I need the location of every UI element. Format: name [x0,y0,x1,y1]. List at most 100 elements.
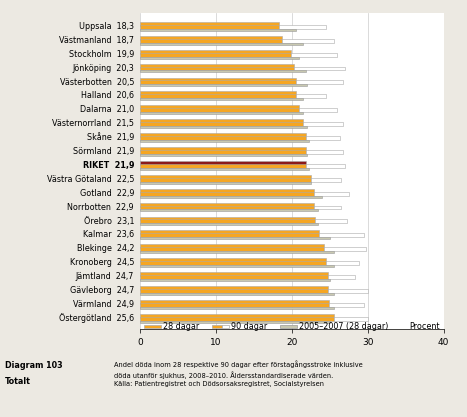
Bar [140,300,329,304]
Bar [140,321,330,323]
FancyBboxPatch shape [212,325,222,328]
Text: Västmanland  18,7: Västmanland 18,7 [59,36,134,45]
Text: Kronoberg  24,5: Kronoberg 24,5 [70,258,134,267]
Bar [140,164,306,168]
Bar [140,286,327,290]
Bar [314,206,341,209]
Bar [140,189,314,193]
Bar [140,244,324,248]
Bar [140,25,279,29]
Bar [306,150,344,154]
Bar [326,261,359,265]
Bar [140,53,291,57]
Text: Västra Götaland  22,5: Västra Götaland 22,5 [47,175,134,184]
Bar [140,56,299,58]
Bar [303,122,343,126]
Text: Jämtland  24,7: Jämtland 24,7 [76,272,134,281]
Bar [140,154,307,156]
FancyBboxPatch shape [281,325,297,328]
Bar [140,192,314,196]
Text: Uppsala  18,3: Uppsala 18,3 [79,22,134,31]
Text: Östergötland  25,6: Östergötland 25,6 [59,313,134,323]
Bar [140,182,311,183]
Bar [140,293,333,295]
Bar [140,67,294,70]
Bar [282,39,333,43]
Bar [329,303,364,307]
Bar [140,78,296,81]
Bar [140,133,306,137]
Bar [140,161,306,165]
Bar [291,53,337,57]
Bar [306,164,345,168]
Bar [140,98,303,100]
Bar [140,219,315,224]
Bar [140,231,319,234]
Bar [140,247,324,251]
Bar [319,234,364,237]
Bar [140,209,318,211]
Text: Diagram 103: Diagram 103 [5,361,62,370]
Bar [140,272,327,276]
Bar [140,126,307,128]
Text: Norrbotten  22,9: Norrbotten 22,9 [67,203,134,211]
Text: Skåne  21,9: Skåne 21,9 [87,133,134,142]
Bar [140,251,333,253]
Text: Procent: Procent [410,322,440,331]
Bar [294,67,345,70]
Text: Andel döda inom 28 respektive 90 dagar efter förstagångsstroke inklusive
döda ut: Andel döda inom 28 respektive 90 dagar e… [114,361,363,387]
Bar [140,43,303,45]
Bar [140,224,318,226]
Bar [315,219,347,224]
Bar [140,317,334,321]
Bar [140,307,333,309]
Bar [140,64,294,68]
Text: Jönköping  20,3: Jönköping 20,3 [72,64,134,73]
Bar [140,237,330,239]
Bar [140,203,314,206]
Text: Sörmland  21,9: Sörmland 21,9 [73,147,134,156]
Bar [140,150,306,154]
Bar [140,279,330,281]
Bar [327,275,355,279]
Text: Kalmar  23,6: Kalmar 23,6 [83,231,134,239]
Text: RIKET  21,9: RIKET 21,9 [83,161,134,170]
Bar [140,175,311,179]
Bar [306,136,340,140]
Bar [140,136,306,140]
Bar [140,303,329,307]
Text: Gävleborg  24,7: Gävleborg 24,7 [70,286,134,295]
Bar [140,36,282,40]
Bar [311,178,341,182]
FancyBboxPatch shape [144,325,161,328]
Bar [297,94,326,98]
FancyBboxPatch shape [222,325,229,328]
Bar [140,29,296,31]
Text: Örebro  23,1: Örebro 23,1 [84,216,134,226]
Bar [279,25,326,29]
Bar [140,84,307,86]
Bar [140,70,305,73]
Text: Gotland  22,9: Gotland 22,9 [79,189,134,198]
Bar [140,112,303,114]
Bar [140,258,326,262]
Bar [140,178,311,182]
Bar [140,108,299,112]
Bar [140,206,314,209]
Bar [140,119,303,123]
Text: 90 dagar: 90 dagar [231,322,268,331]
Bar [140,22,279,26]
Bar [140,216,315,221]
Bar [140,168,309,170]
Bar [140,275,327,279]
Bar [140,50,291,54]
Bar [324,247,366,251]
Text: 28 dagar: 28 dagar [163,322,199,331]
Text: Västerbotten  20,5: Västerbotten 20,5 [59,78,134,86]
Bar [140,289,327,293]
Text: Totalt: Totalt [5,377,30,387]
Bar [140,147,306,151]
Bar [296,80,343,84]
Bar [140,140,309,142]
Bar [140,261,326,265]
